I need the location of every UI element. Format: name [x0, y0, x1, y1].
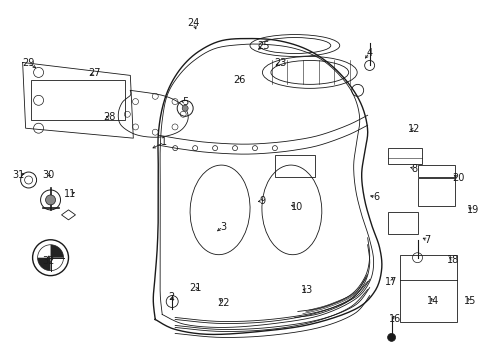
Circle shape — [388, 333, 395, 341]
Text: 27: 27 — [88, 68, 101, 78]
Text: 19: 19 — [467, 206, 479, 216]
Text: 9: 9 — [259, 196, 265, 206]
Text: 2: 2 — [169, 292, 175, 302]
Text: 23: 23 — [274, 58, 286, 68]
Wedge shape — [50, 245, 64, 258]
Text: 28: 28 — [103, 112, 115, 122]
Text: 29: 29 — [23, 58, 35, 68]
Text: 6: 6 — [373, 192, 379, 202]
Bar — [275, 155, 315, 177]
Text: 22: 22 — [217, 298, 229, 308]
Text: 4: 4 — [367, 48, 373, 58]
Text: 15: 15 — [464, 296, 476, 306]
Circle shape — [46, 195, 55, 205]
Text: 24: 24 — [188, 18, 200, 28]
Text: 10: 10 — [291, 202, 303, 212]
Text: 30: 30 — [42, 170, 54, 180]
Text: 32: 32 — [42, 256, 54, 266]
Text: 18: 18 — [447, 255, 459, 265]
Text: 17: 17 — [386, 277, 398, 287]
Circle shape — [182, 105, 188, 111]
Text: 11: 11 — [65, 189, 77, 199]
Text: 7: 7 — [425, 235, 431, 245]
Text: 25: 25 — [257, 41, 270, 50]
Text: 1: 1 — [161, 138, 168, 147]
Text: 31: 31 — [13, 170, 25, 180]
Text: 21: 21 — [189, 283, 201, 293]
Bar — [30, 80, 125, 120]
Text: 26: 26 — [233, 75, 245, 85]
Text: 20: 20 — [452, 173, 465, 183]
Text: 13: 13 — [301, 285, 313, 296]
Text: 5: 5 — [182, 97, 189, 107]
Text: 12: 12 — [408, 124, 421, 134]
Text: 8: 8 — [412, 163, 417, 174]
Text: 16: 16 — [390, 314, 402, 324]
Wedge shape — [38, 258, 50, 271]
Text: 3: 3 — [220, 222, 226, 231]
Text: 14: 14 — [427, 296, 439, 306]
